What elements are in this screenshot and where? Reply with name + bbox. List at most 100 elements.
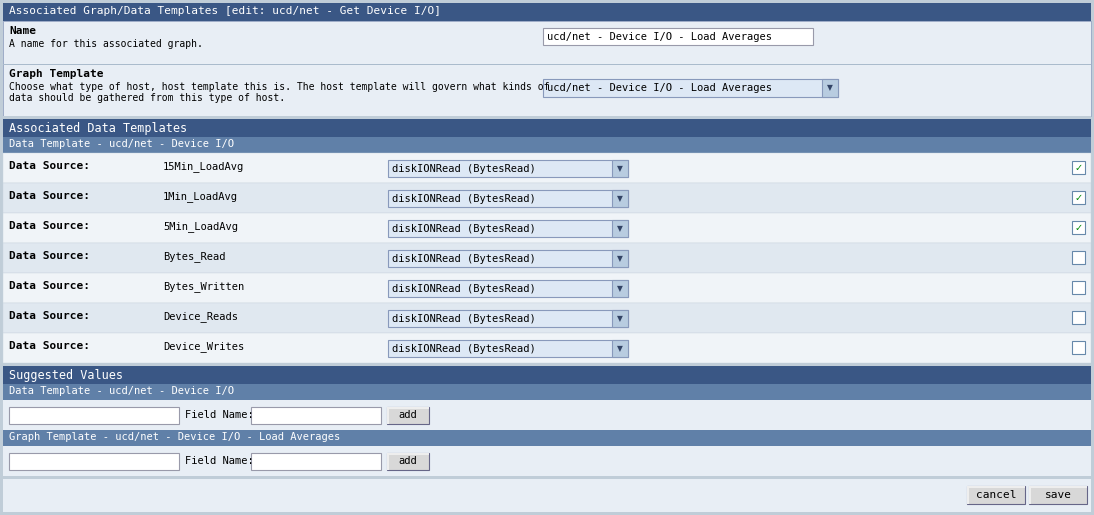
Text: Field Name:: Field Name: [185,456,254,466]
Bar [1072,161,1085,174]
Text: Data Source:: Data Source: [9,281,90,291]
Text: add: add [398,410,418,421]
Bar [3,303,1091,333]
Bar [1072,311,1085,324]
Bar [543,79,838,97]
Bar [388,160,628,177]
Text: ucd/net - Device I/O - Load Averages: ucd/net - Device I/O - Load Averages [547,83,772,93]
Text: Data Source:: Data Source: [9,221,90,231]
Bar [612,340,628,357]
Text: diskIONRead (BytesRead): diskIONRead (BytesRead) [392,224,536,233]
Bar [1072,341,1085,354]
Bar [1029,486,1087,504]
Text: Bytes_Written: Bytes_Written [163,281,244,292]
Bar [612,310,628,327]
Text: Device_Writes: Device_Writes [163,341,244,352]
Bar [387,453,429,470]
Text: 5Min_LoadAvg: 5Min_LoadAvg [163,221,238,232]
Bar [1072,191,1085,204]
Bar [822,79,838,97]
Bar [3,384,1091,400]
Text: ▼: ▼ [617,314,622,323]
Bar [3,119,1091,137]
Text: Data Source:: Data Source: [9,311,90,321]
Bar [388,280,628,297]
Text: ▼: ▼ [617,224,622,233]
Text: cancel: cancel [976,490,1016,500]
Bar [612,160,628,177]
Bar [388,310,628,327]
Text: Data Source:: Data Source: [9,191,90,201]
Text: ▼: ▼ [617,254,622,263]
Text: Data Source:: Data Source: [9,341,90,351]
Bar [3,446,1091,476]
Text: Graph Template - ucd/net - Device I/O - Load Averages: Graph Template - ucd/net - Device I/O - … [9,432,340,442]
Bar [251,453,381,470]
Text: save: save [1045,490,1071,500]
Bar [3,183,1091,213]
Text: diskIONRead (BytesRead): diskIONRead (BytesRead) [392,314,536,323]
Text: Graph Template: Graph Template [9,69,104,79]
Text: Data Template - ucd/net - Device I/O: Data Template - ucd/net - Device I/O [9,139,234,149]
Bar [9,407,179,424]
Text: ▼: ▼ [617,164,622,173]
Text: Data Source:: Data Source: [9,161,90,171]
Text: ▼: ▼ [827,83,833,93]
Bar [3,153,1091,183]
Text: ucd/net - Device I/O - Load Averages: ucd/net - Device I/O - Load Averages [547,31,772,42]
Bar [612,250,628,267]
Bar [967,486,969,504]
Bar [3,64,1091,65]
Bar [1072,221,1085,234]
Bar [388,220,628,237]
Bar [388,250,628,267]
Bar [387,453,429,455]
Bar [543,28,813,45]
Text: Data Source:: Data Source: [9,251,90,261]
Text: Device_Reads: Device_Reads [163,311,238,322]
Bar [3,21,1091,116]
Text: Name: Name [9,26,36,36]
Bar [1072,281,1085,294]
Bar [1072,251,1085,264]
Text: ✓: ✓ [1074,193,1083,203]
Bar [3,476,1091,479]
Bar [1029,486,1087,488]
Text: A name for this associated graph.: A name for this associated graph. [9,39,202,49]
Bar [612,280,628,297]
Text: Data Template - ucd/net - Device I/O: Data Template - ucd/net - Device I/O [9,386,234,396]
Text: diskIONRead (BytesRead): diskIONRead (BytesRead) [392,194,536,203]
Bar [1029,486,1031,504]
Text: add: add [398,456,418,467]
Text: Choose what type of host, host template this is. The host template will govern w: Choose what type of host, host template … [9,82,549,92]
Bar [612,190,628,207]
Bar [3,137,1091,153]
Text: data should be gathered from this type of host.: data should be gathered from this type o… [9,93,286,103]
Text: Bytes_Read: Bytes_Read [163,251,225,262]
Bar [3,116,1091,119]
Bar [3,3,1091,21]
Bar [3,273,1091,303]
Text: 15Min_LoadAvg: 15Min_LoadAvg [163,161,244,172]
Bar [388,340,628,357]
Bar [3,333,1091,363]
Bar [3,400,1091,430]
Text: diskIONRead (BytesRead): diskIONRead (BytesRead) [392,283,536,294]
Text: Field Name:: Field Name: [185,410,254,420]
Text: Associated Data Templates: Associated Data Templates [9,122,187,135]
Bar [388,190,628,207]
Bar [251,407,381,424]
Text: diskIONRead (BytesRead): diskIONRead (BytesRead) [392,344,536,353]
Text: ▼: ▼ [617,344,622,353]
Bar [967,486,1025,488]
Text: diskIONRead (BytesRead): diskIONRead (BytesRead) [392,253,536,264]
Bar [387,453,389,470]
Bar [3,213,1091,243]
Text: diskIONRead (BytesRead): diskIONRead (BytesRead) [392,163,536,174]
Bar [612,220,628,237]
Text: ▼: ▼ [617,194,622,203]
Text: ▼: ▼ [617,284,622,293]
Text: ✓: ✓ [1074,223,1083,233]
Bar [3,363,1091,366]
Bar [3,366,1091,384]
